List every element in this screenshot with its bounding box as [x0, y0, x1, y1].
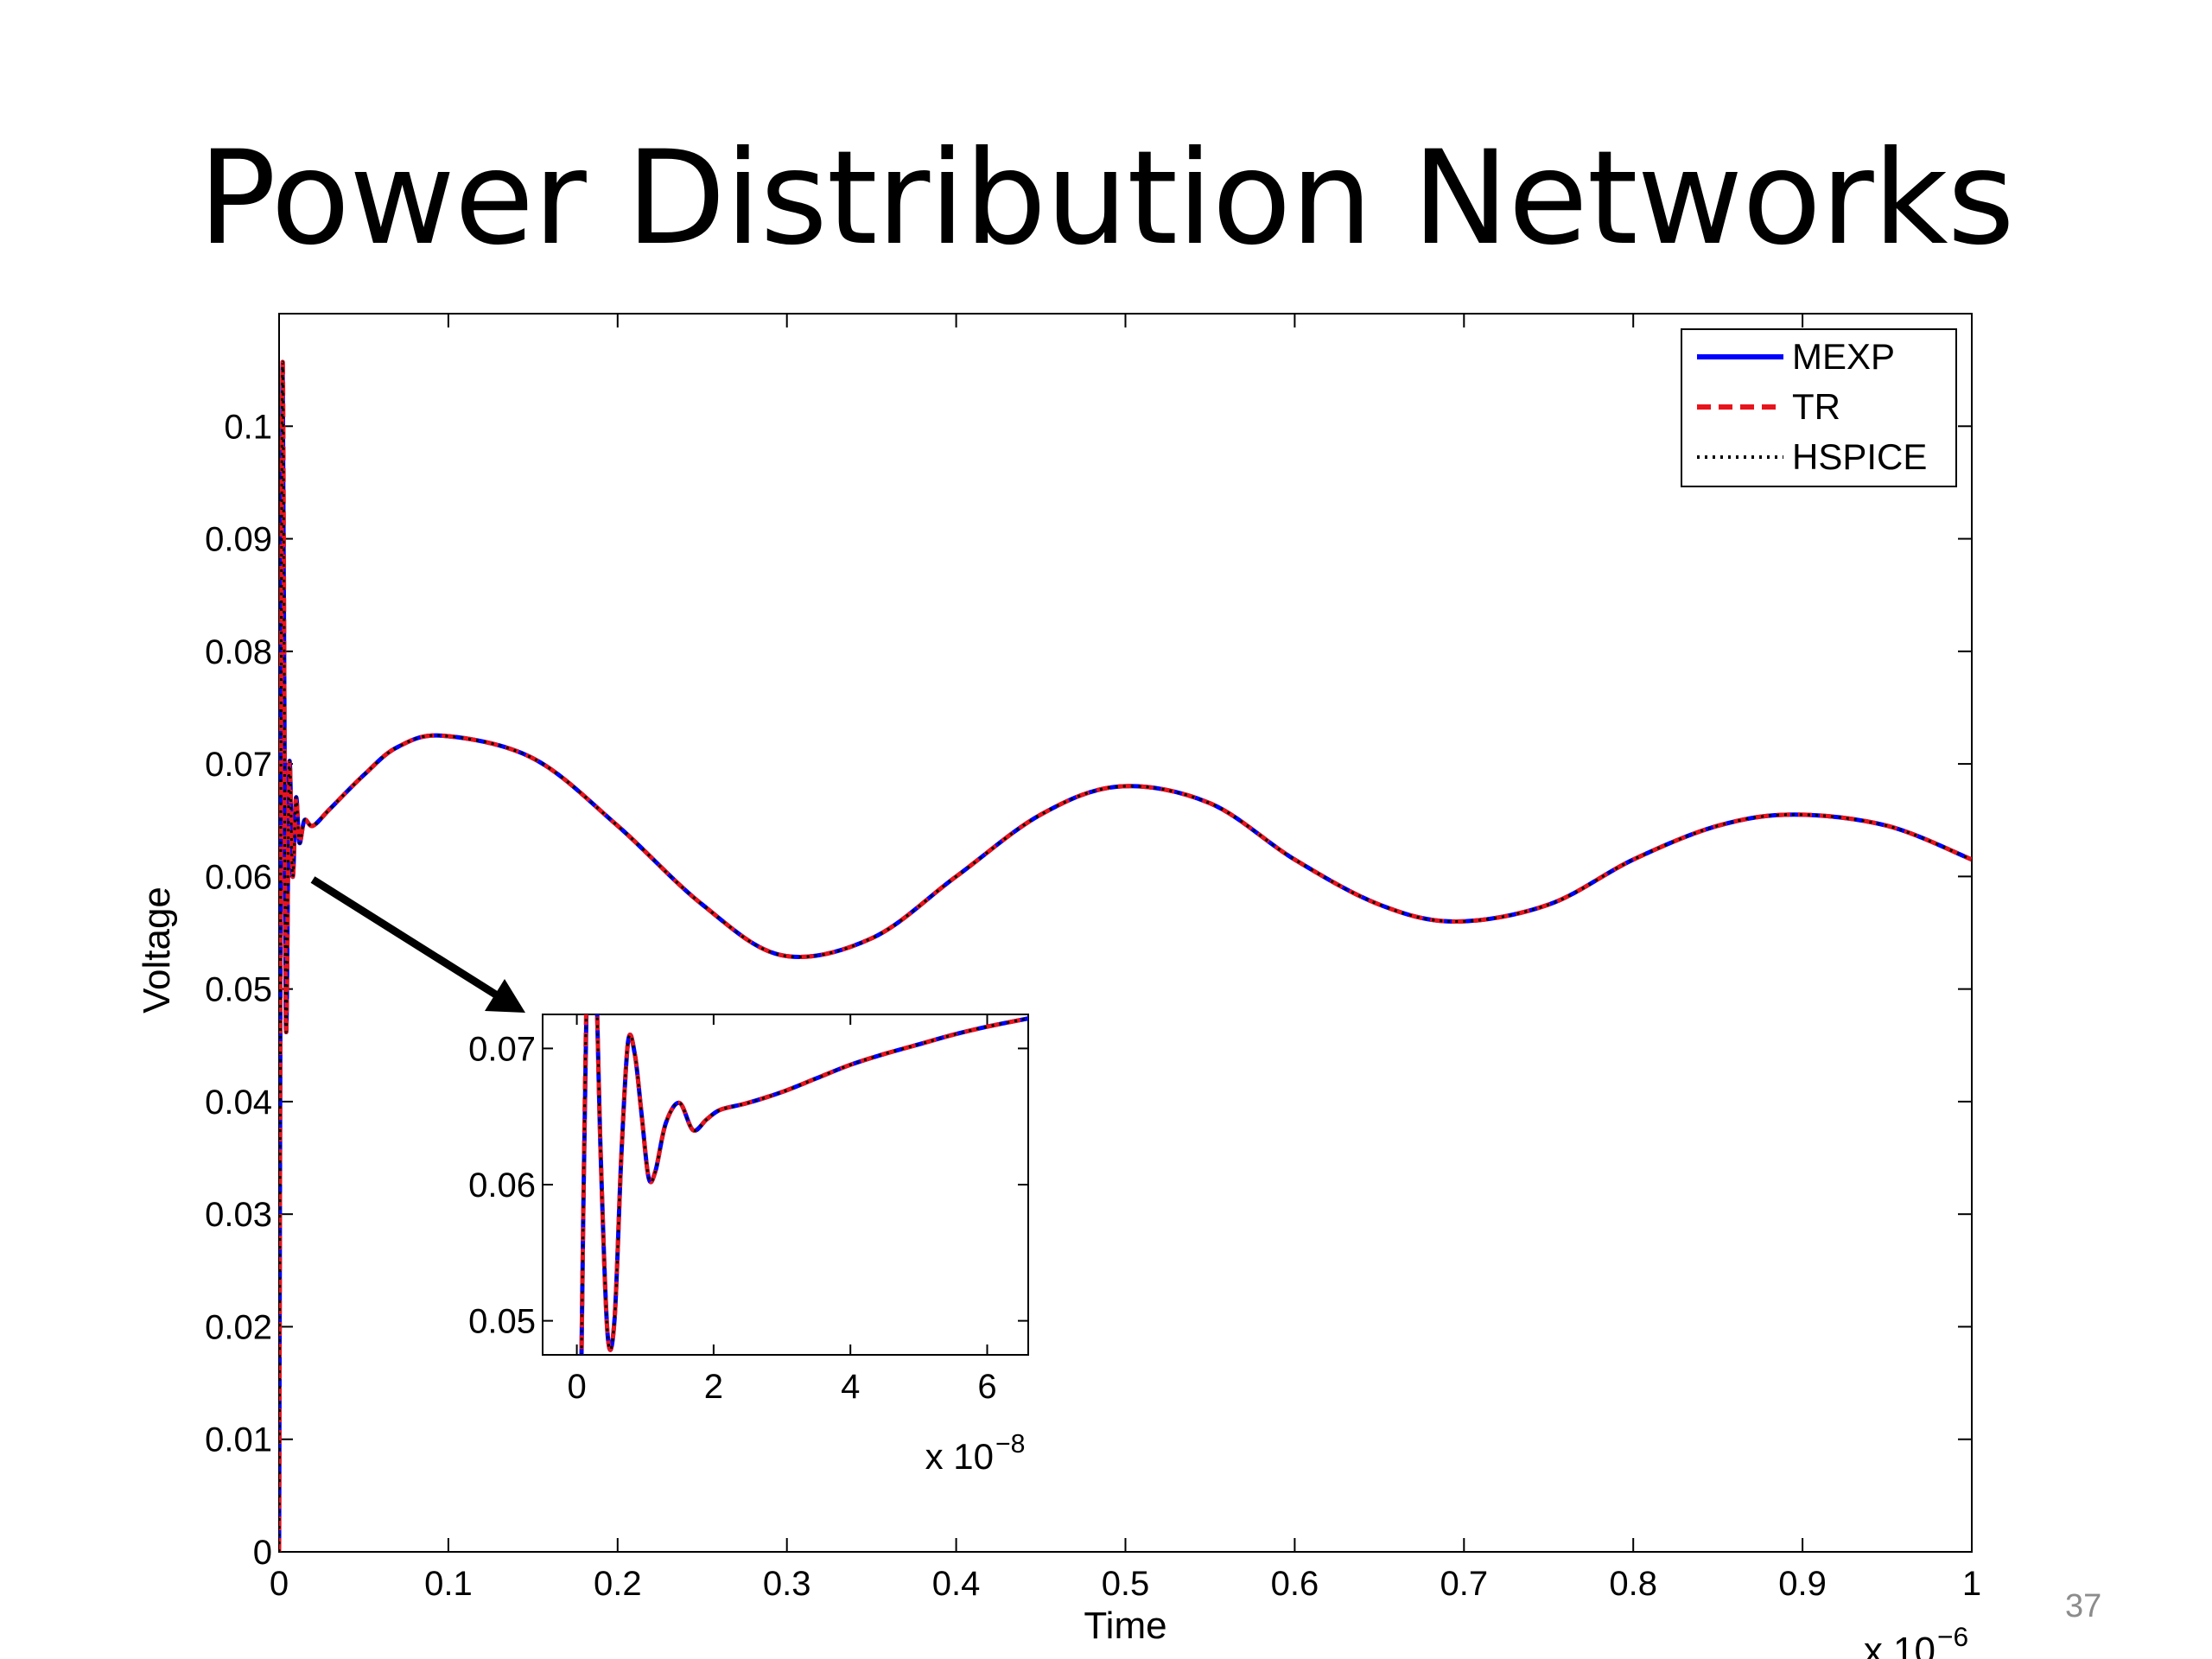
- inset-x-tick-label: 6: [977, 1368, 996, 1406]
- main-tr-line: [279, 359, 1972, 1552]
- main-plot-area: 0 0.1 0.2 0.3 0.4 0.5 0.6 0.7 0.8 0.9 1 0 0.01 0.02 0.…: [136, 313, 1981, 1659]
- legend-label-mexp: MEXP: [1792, 336, 1895, 377]
- main-x-tick-label: 0.7: [1440, 1565, 1488, 1603]
- main-x-tick-label: 0.6: [1271, 1565, 1319, 1603]
- main-y-tick-label: 0.06: [205, 858, 272, 896]
- main-x-tick-label: 0.5: [1102, 1565, 1150, 1603]
- main-x-exponent-label: x 10: [1864, 1630, 1936, 1659]
- main-y-tick-label: 0.08: [205, 633, 272, 671]
- slide-title: Power Distribution Networks: [198, 124, 2014, 274]
- main-x-tick-label: 0.1: [424, 1565, 473, 1603]
- main-y-tick-label: 0.02: [205, 1308, 272, 1346]
- main-x-axis-label: Time: [1084, 1605, 1166, 1647]
- inset-y-tick-label: 0.05: [468, 1303, 536, 1341]
- legend-label-hspice: HSPICE: [1792, 436, 1927, 477]
- page-number: 37: [2065, 1588, 2102, 1624]
- main-x-exponent: −6: [1937, 1621, 1968, 1652]
- main-x-tick-label: 0.9: [1778, 1565, 1827, 1603]
- main-x-tick-label: 0.2: [594, 1565, 642, 1603]
- main-series-group: [279, 359, 1972, 1552]
- main-y-axis-label: Voltage: [136, 887, 178, 1014]
- main-y-tick-label: 0.07: [205, 746, 272, 784]
- main-y-tick-label: 0.05: [205, 971, 272, 1009]
- legend-label-tr: TR: [1792, 386, 1840, 427]
- inset-series-group: [579, 1014, 1028, 1355]
- inset-x-tick-label: 2: [704, 1368, 723, 1406]
- main-y-tick-label: 0.04: [205, 1084, 272, 1122]
- main-y-tick-label: 0.01: [205, 1421, 272, 1459]
- main-x-tick-label: 0.4: [932, 1565, 981, 1603]
- main-y-tick-label: 0.03: [205, 1196, 272, 1234]
- inset-x-exponent: −8: [995, 1430, 1025, 1459]
- inset-y-tick-label: 0.06: [468, 1166, 536, 1205]
- main-x-tick-label: 0: [270, 1565, 289, 1603]
- main-y-tick-label: 0: [253, 1534, 272, 1572]
- chart-legend: MEXP TR HSPICE: [1681, 328, 1957, 487]
- zoom-arrow-shaft: [310, 876, 504, 1001]
- main-y-tick-label: 0.1: [224, 408, 272, 446]
- main-y-tick-label: 0.09: [205, 521, 272, 559]
- inset-plot-area: 0 2 4 6 0.05 0.06 0.07 x 10 −8: [468, 1014, 1029, 1477]
- main-x-tick-label: 1: [1962, 1565, 1981, 1603]
- zoom-arrow-head: [485, 979, 525, 1013]
- inset-y-tick-label: 0.07: [468, 1030, 536, 1068]
- inset-x-exponent-label: x 10: [925, 1436, 994, 1477]
- main-x-tick-label: 0.3: [763, 1565, 811, 1603]
- inset-x-tick-label: 0: [567, 1368, 586, 1406]
- zoom-arrow: [310, 876, 525, 1013]
- inset-x-tick-label: 4: [841, 1368, 860, 1406]
- inset-hspice-line: [580, 1014, 1028, 1355]
- main-x-tick-label: 0.8: [1609, 1565, 1657, 1603]
- main-frame: [278, 313, 1973, 1553]
